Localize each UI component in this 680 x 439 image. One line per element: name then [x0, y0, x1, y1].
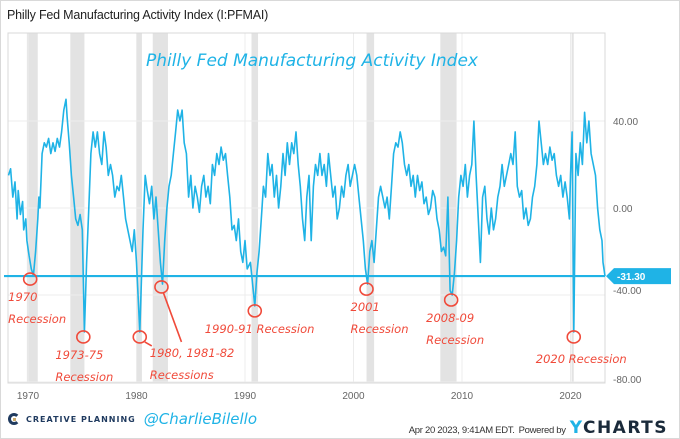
- x-tick-label: 1970: [17, 391, 40, 402]
- last-value-label: -31.30: [617, 272, 646, 283]
- y-tick-label: 40.00: [613, 117, 638, 128]
- twitter-handle[interactable]: @CharlieBilello: [143, 410, 258, 428]
- last-value-badge-shape: [606, 268, 671, 285]
- annotation-label: Recession: [351, 322, 409, 336]
- y-tick-label: -40.00: [613, 286, 642, 297]
- timestamp: Apr 20 2023, 9:41AM EDT.: [408, 425, 515, 436]
- annotation-circle: [22, 272, 38, 286]
- annotation-label: Recessions: [150, 368, 214, 382]
- annotation-circle: [132, 330, 148, 344]
- ycharts-y-icon: Y: [569, 418, 583, 438]
- ycharts-wordmark: CHARTS: [582, 418, 668, 438]
- annotation-label: 2001: [351, 300, 380, 314]
- annotation-pointer: [162, 292, 183, 343]
- annotations: 1970 Recession 1973-75 Recession 1980, 1981-…: [8, 272, 627, 384]
- annotation-label: 1990-91 Recession: [205, 322, 315, 336]
- x-tick-label: 2020: [559, 391, 582, 402]
- page-title: Philly Fed Manufacturing Activity Index …: [7, 8, 269, 22]
- annotation-label: 1973-75: [55, 348, 103, 362]
- last-value-badge: -31.30: [606, 268, 671, 285]
- annotation-label: Recession: [426, 333, 484, 347]
- annotation-circle: [76, 330, 91, 344]
- x-tick-label: 2010: [451, 391, 474, 402]
- footer-brand: CREATIVE PLANNING @CharlieBilello: [8, 410, 257, 428]
- x-tick-label: 1990: [234, 391, 257, 402]
- annotation-label: Recession: [55, 370, 113, 384]
- ycharts-logo[interactable]: YCHARTS: [570, 418, 668, 438]
- creative-planning-logo-icon: [8, 413, 20, 425]
- footer-source: Apr 20 2023, 9:41AM EDT. Powered by YCHA…: [409, 418, 668, 438]
- x-tick-label: 2000: [342, 391, 365, 402]
- annotation-label: 1980, 1981-82: [150, 346, 235, 360]
- x-tick-label: 1980: [125, 391, 148, 402]
- inner-chart-title: Philly Fed Manufacturing Activity Index: [146, 51, 479, 71]
- annotation-circle: [359, 282, 374, 296]
- y-tick-label: -80.00: [613, 375, 642, 386]
- x-axis-ticks: 1970 1980 1990 2000 2010 2020: [17, 391, 582, 402]
- annotation-circle: [443, 293, 459, 307]
- y-axis-ticks: 40.00 0.00 -40.00 -80.00: [613, 117, 642, 386]
- annotation-circle: [247, 304, 263, 318]
- annotation-label: 2008-09: [426, 311, 474, 325]
- series-line: [7, 98, 606, 333]
- annotation-circle: [154, 280, 169, 294]
- annotation-label: 2020 Recession: [536, 352, 627, 366]
- y-tick-label: 0.00: [613, 204, 633, 215]
- plot-border: [7, 32, 606, 384]
- powered-by-label: Powered by: [518, 425, 566, 436]
- annotation-circle: [566, 330, 582, 344]
- annotation-pointer: [144, 341, 153, 347]
- annotation-label: Recession: [8, 312, 66, 326]
- annotation-label: 1970: [8, 290, 37, 304]
- brand-name: CREATIVE PLANNING: [26, 414, 136, 424]
